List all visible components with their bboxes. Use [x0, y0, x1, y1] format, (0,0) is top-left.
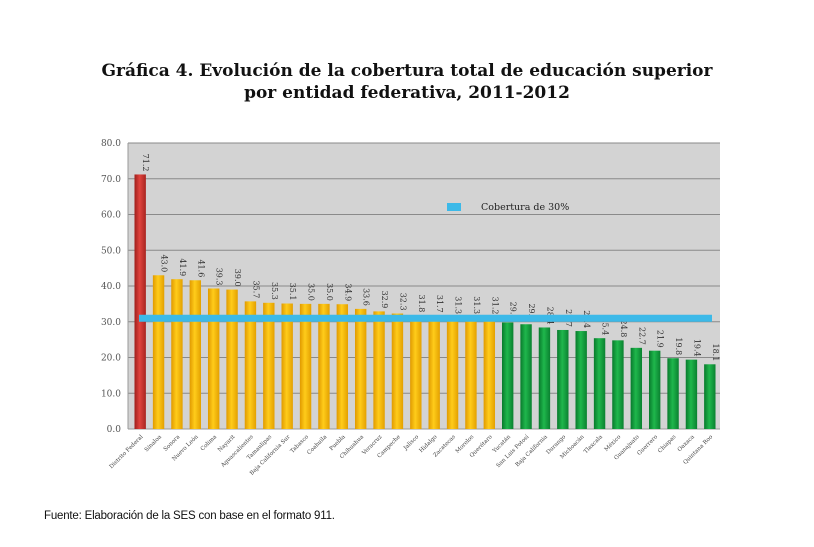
- bar: [226, 289, 238, 429]
- bar: [134, 174, 146, 429]
- bar: [483, 317, 496, 429]
- threshold-line: [139, 314, 712, 322]
- y-tick-label: 50.0: [101, 246, 121, 256]
- bar: [281, 303, 293, 429]
- y-tick-label: 20.0: [101, 354, 121, 364]
- bar: [538, 327, 551, 429]
- x-tick-label: Tlaxcala: [583, 434, 604, 455]
- data-label: 31.2: [490, 297, 499, 315]
- y-tick-label: 0.0: [107, 425, 122, 435]
- data-label: 41.9: [178, 258, 187, 276]
- bar: [410, 315, 422, 429]
- data-label: 33.6: [362, 288, 371, 306]
- data-label: 32.3: [398, 293, 407, 311]
- bar: [557, 329, 569, 429]
- data-label: 29.8: [509, 302, 518, 320]
- data-label: 41.6: [196, 259, 205, 277]
- bar: [354, 308, 367, 429]
- chart-title: Gráfica 4. Evolución de la cobertura tot…: [0, 60, 814, 104]
- bar: [630, 347, 643, 429]
- data-label: 19.4: [692, 339, 701, 357]
- data-label: 35.1: [288, 283, 297, 301]
- data-label: 39.3: [215, 268, 224, 286]
- data-label: 31.3: [472, 296, 481, 314]
- data-label: 22.7: [637, 327, 646, 345]
- data-label: 43.0: [160, 254, 169, 272]
- bar: [318, 303, 330, 429]
- y-tick-label: 80.0: [101, 139, 121, 149]
- x-tick-label: Distrito Federal: [109, 434, 145, 470]
- data-label: 35.7: [251, 281, 260, 299]
- bar: [685, 359, 698, 429]
- x-tick-label: Colima: [200, 434, 219, 453]
- y-tick-label: 40.0: [101, 282, 121, 292]
- data-label: 21.9: [656, 330, 665, 348]
- data-label: 31.3: [454, 296, 463, 314]
- bar: [152, 275, 165, 429]
- bar: [373, 311, 385, 429]
- data-label: 29.3: [527, 303, 536, 321]
- bar: [428, 315, 440, 429]
- data-label: 31.8: [417, 295, 426, 313]
- bar: [667, 358, 679, 429]
- data-label: 39.0: [233, 269, 242, 287]
- chart-title-line2: por entidad federativa, 2011-2012: [244, 83, 570, 103]
- data-label: 35.3: [270, 282, 279, 300]
- bar: [263, 302, 275, 429]
- y-tick-label: 10.0: [101, 389, 121, 399]
- bar: [336, 304, 349, 429]
- data-label: 35.0: [325, 283, 334, 301]
- data-label: 18.1: [711, 343, 720, 361]
- bar: [612, 340, 624, 429]
- source-note: Fuente: Elaboración de la SES con base e…: [44, 510, 335, 522]
- chart-title-line1: Gráfica 4. Evolución de la cobertura tot…: [101, 61, 713, 81]
- x-tick-label: Chiapas: [657, 434, 677, 454]
- bar: [171, 279, 183, 429]
- legend-swatch: [447, 203, 461, 211]
- legend-label: Cobertura de 30%: [481, 202, 569, 213]
- y-tick-label: 60.0: [101, 211, 121, 221]
- data-label: 34.9: [343, 283, 352, 301]
- data-label: 19.8: [674, 337, 683, 355]
- bar: [575, 331, 587, 429]
- bar: [391, 313, 404, 429]
- x-tick-label: Aguascalientes: [220, 434, 255, 469]
- x-tick-label: Coahuila: [306, 434, 328, 456]
- data-label: 71.2: [141, 154, 150, 172]
- bar: [465, 317, 477, 429]
- bar: [648, 350, 661, 429]
- data-label: 24.8: [619, 320, 628, 338]
- data-label: 25.4: [601, 317, 610, 335]
- bar: [593, 338, 606, 429]
- bar: [299, 303, 312, 429]
- data-label: 32.9: [380, 291, 389, 309]
- bar: [704, 364, 716, 429]
- x-tick-label: Guerrero: [636, 434, 659, 457]
- bar: [244, 301, 257, 429]
- bar: [446, 317, 459, 429]
- bar: [189, 280, 202, 429]
- x-tick-label: Sinaloa: [144, 434, 164, 454]
- data-label: 31.7: [435, 295, 444, 313]
- bar: [501, 322, 514, 429]
- bar: [520, 324, 532, 429]
- x-tick-label: Baja California: [515, 434, 550, 469]
- bar: [207, 288, 220, 429]
- y-tick-label: 70.0: [101, 175, 121, 185]
- legend: Cobertura de 30%: [447, 202, 569, 213]
- y-tick-label: 30.0: [101, 318, 121, 328]
- data-label: 35.0: [307, 283, 316, 301]
- x-tick-label: San Luis Potosí: [495, 433, 531, 469]
